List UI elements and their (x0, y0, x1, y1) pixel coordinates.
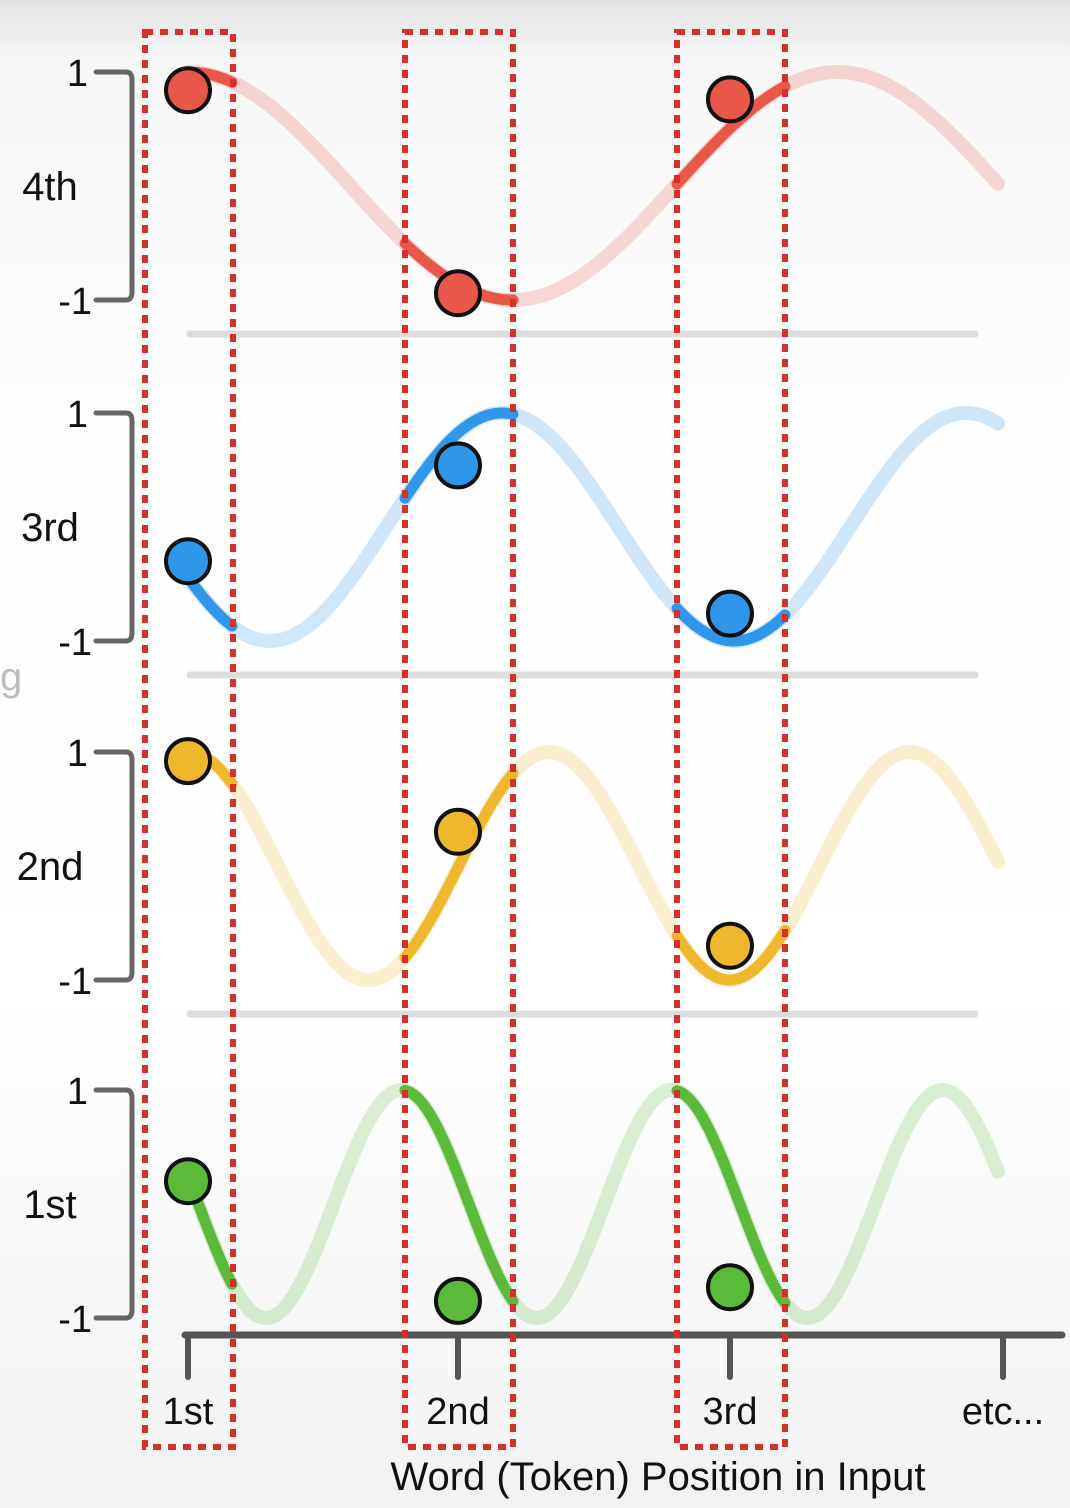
series-wave (181, 406, 1005, 649)
y-bracket (93, 69, 135, 303)
y-bracket (93, 410, 135, 644)
panel-label: 4th (22, 165, 78, 209)
y-tick-label-bottom: -1 (58, 961, 92, 1003)
panel-4th: 1 -1 4th (22, 53, 1005, 338)
highlight-segment-pos2 (399, 768, 519, 964)
highlight-segment-pos1 (182, 571, 238, 632)
data-point-4th-pos2 (434, 269, 482, 318)
data-point-3rd-pos3 (706, 589, 754, 638)
y-tick-label-top: 1 (67, 1071, 88, 1113)
panel-label: 2nd (17, 845, 84, 889)
y-tick-label-top: 1 (67, 53, 88, 95)
side-letter: g (0, 655, 22, 699)
position-highlight-box-3 (674, 29, 788, 1450)
x-tick-label: 1st (163, 1391, 214, 1433)
series-wave (181, 1082, 1005, 1326)
highlight-segment-pos3 (671, 603, 791, 647)
highlight-segment-pos2 (399, 1084, 519, 1307)
series-wave (181, 744, 1005, 988)
y-tick-label-bottom: -1 (58, 281, 92, 323)
data-point-2nd-pos3 (706, 921, 754, 970)
data-point-3rd-pos2 (434, 441, 482, 490)
data-point-4th-pos1 (164, 66, 212, 115)
panel-3rd: 1 -1 3rd (21, 394, 1005, 679)
highlight-segment-pos3 (671, 1085, 791, 1309)
data-point-2nd-pos2 (434, 807, 482, 856)
data-point-4th-pos3 (706, 75, 754, 124)
x-axis-title: Word (Token) Position in Input (390, 1455, 925, 1499)
data-point-2nd-pos1 (164, 737, 212, 786)
highlight-segment-pos2 (399, 407, 519, 504)
y-tick-label-top: 1 (67, 733, 88, 775)
series-wave (181, 65, 1005, 307)
position-highlight-box-1 (142, 29, 236, 1450)
panel-1st: 1 -1 1st (23, 1071, 1005, 1341)
panel-2nd: 1 -1 2nd (17, 733, 1005, 1018)
y-bracket (93, 1087, 135, 1321)
panel-label: 1st (23, 1183, 76, 1227)
y-tick-label-bottom: -1 (58, 622, 92, 664)
data-point-1st-pos1 (164, 1157, 212, 1206)
x-tick-label: etc... (962, 1391, 1044, 1433)
highlight-segment-pos3 (671, 925, 791, 986)
data-point-1st-pos3 (706, 1263, 754, 1312)
y-bracket (93, 749, 135, 983)
position-highlight-box-2 (402, 29, 516, 1450)
y-tick-label-bottom: -1 (58, 1299, 92, 1341)
highlight-segment-pos3 (671, 80, 791, 190)
x-tick-label: 3rd (703, 1391, 758, 1433)
data-point-3rd-pos1 (164, 537, 212, 586)
panel-label: 3rd (21, 506, 79, 550)
x-tick-label: 2nd (426, 1391, 489, 1433)
y-tick-label-top: 1 (67, 394, 88, 436)
data-point-1st-pos2 (434, 1276, 482, 1325)
